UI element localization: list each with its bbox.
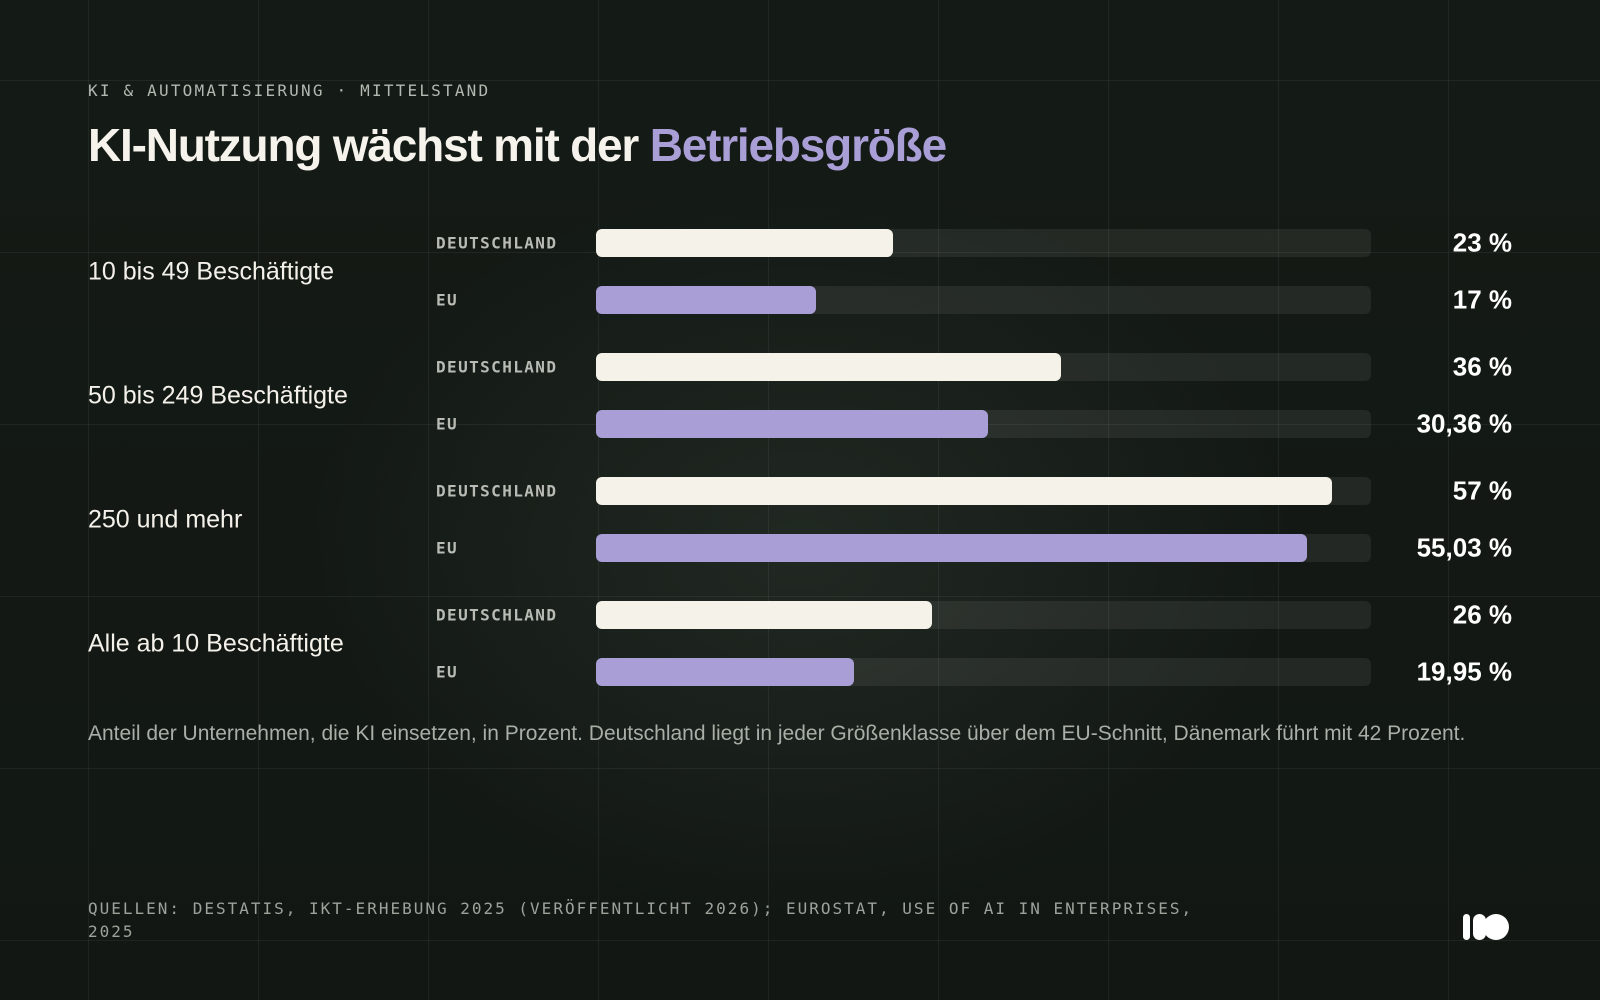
grid-line-horizontal (0, 940, 1600, 941)
value-label: 57 % (1452, 475, 1512, 506)
bar (596, 658, 854, 686)
bar (596, 286, 816, 314)
bar (596, 353, 1061, 381)
bar (596, 601, 932, 629)
category-label: 10 bis 49 Beschäftigte (88, 257, 334, 285)
grid-line-vertical (88, 0, 89, 1000)
value-label: 30,36 % (1416, 408, 1512, 439)
bar (596, 477, 1333, 505)
bar-track (596, 534, 1371, 562)
source-note: QUELLEN: DESTATIS, IKT-ERHEBUNG 2025 (VE… (88, 899, 1194, 941)
grid-line-vertical (1448, 0, 1449, 1000)
series-label: DEUTSCHLAND (436, 481, 558, 501)
grid-line-horizontal (0, 596, 1600, 597)
category-label: Alle ab 10 Beschäftigte (88, 629, 344, 657)
brand-logo-icon (1463, 914, 1509, 940)
bar-track (596, 658, 1371, 686)
grid-line-horizontal (0, 80, 1600, 81)
bar (596, 229, 894, 257)
bar (596, 410, 989, 438)
bar-track (596, 229, 1371, 257)
grid-line-horizontal (0, 768, 1600, 769)
title-main: KI-Nutzung wächst mit der (88, 119, 650, 171)
title-highlight: Betriebsgröße (649, 119, 947, 171)
bar-track (596, 353, 1371, 381)
category-label: 250 und mehr (88, 505, 243, 533)
value-label: 55,03 % (1416, 532, 1512, 563)
series-label: EU (436, 538, 459, 558)
grid-line-vertical (258, 0, 259, 1000)
series-label: EU (436, 290, 459, 310)
series-label: EU (436, 662, 459, 682)
series-label: DEUTSCHLAND (436, 233, 558, 253)
value-label: 17 % (1452, 284, 1512, 315)
bar-track (596, 477, 1371, 505)
chart-caption: Anteil der Unternehmen, die KI einsetzen… (88, 722, 1466, 745)
series-label: EU (436, 414, 459, 434)
series-label: DEUTSCHLAND (436, 357, 558, 377)
value-label: 23 % (1452, 227, 1512, 258)
page-title: KI-Nutzung wächst mit der Betriebsgröße (88, 118, 947, 172)
bar-track (596, 601, 1371, 629)
bar-track (596, 410, 1371, 438)
grid-line-vertical (428, 0, 429, 1000)
category-label: 50 bis 249 Beschäftigte (88, 381, 348, 409)
value-label: 36 % (1452, 351, 1512, 382)
value-label: 19,95 % (1416, 656, 1512, 687)
kicker: KI & AUTOMATISIERUNG · MITTELSTAND (88, 81, 491, 100)
value-label: 26 % (1452, 599, 1512, 630)
series-label: DEUTSCHLAND (436, 605, 558, 625)
bar (596, 534, 1307, 562)
bar-track (596, 286, 1371, 314)
